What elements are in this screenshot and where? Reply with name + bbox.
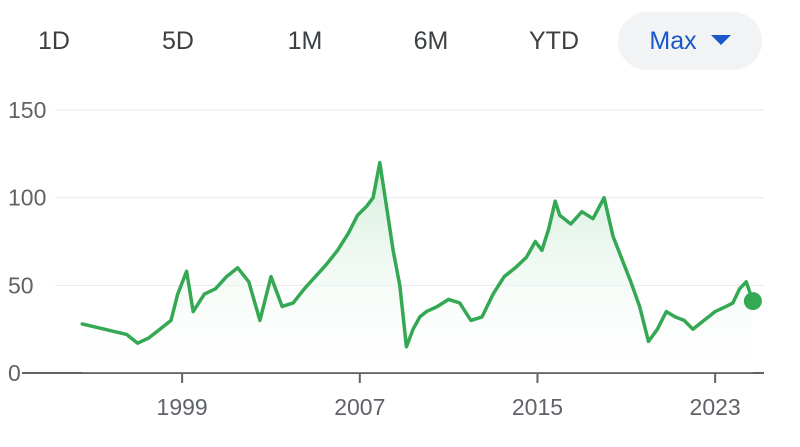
range-button-5d[interactable]: 5D: [162, 27, 194, 55]
range-button-max-label: Max: [649, 27, 697, 55]
time-range-selector: 1D 5D 1M 6M YTD Max: [0, 12, 800, 70]
x-axis: 1999 2007 2015 2023: [157, 373, 741, 420]
y-tick-label: 150: [8, 97, 46, 123]
price-chart[interactable]: 0 50 100 150 1999 2007 2015 2023: [0, 80, 800, 447]
x-tick-label: 1999: [157, 394, 208, 420]
range-button-max[interactable]: Max: [618, 12, 762, 70]
range-button-6m[interactable]: 6M: [413, 27, 449, 55]
x-tick-label: 2023: [690, 394, 741, 420]
chevron-down-icon: [710, 35, 731, 46]
price-area-fill: [82, 162, 753, 373]
latest-price-marker: [743, 292, 762, 311]
x-tick-label: 2015: [512, 394, 563, 420]
y-tick-label: 0: [8, 360, 21, 386]
y-axis: 0 50 100 150: [8, 97, 46, 386]
range-button-1m[interactable]: 1M: [287, 27, 323, 55]
range-button-1d[interactable]: 1D: [38, 27, 70, 55]
x-tick-label: 2007: [334, 394, 385, 420]
price-line: [80, 160, 755, 349]
range-button-ytd[interactable]: YTD: [529, 27, 579, 55]
y-tick-label: 50: [8, 272, 34, 298]
y-tick-label: 100: [8, 185, 46, 211]
